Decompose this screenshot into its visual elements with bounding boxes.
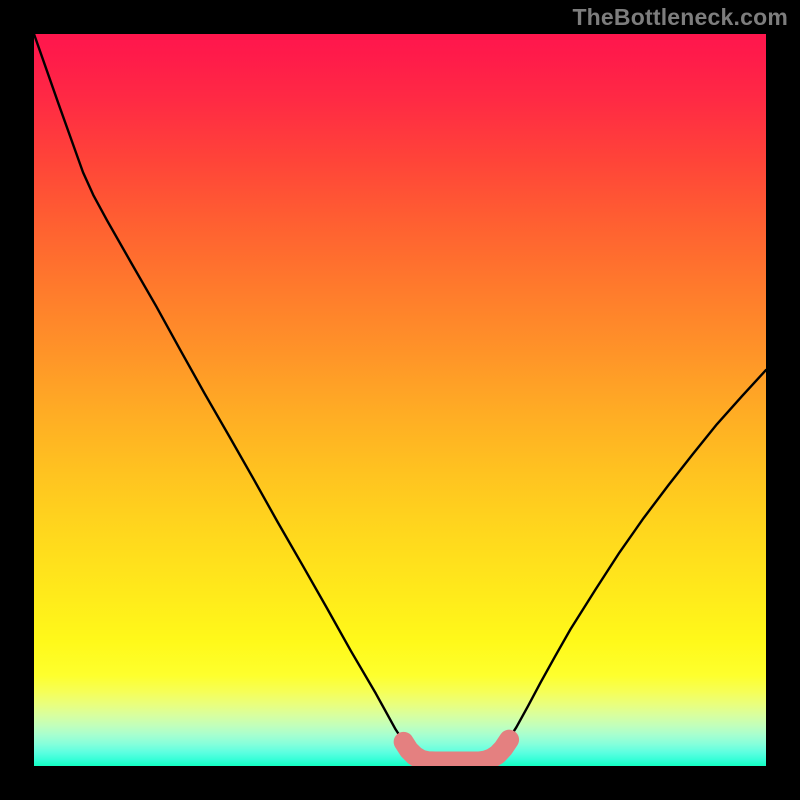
plot-area: [34, 34, 766, 766]
valley-highlight: [404, 740, 509, 762]
chart-frame: TheBottleneck.com: [0, 0, 800, 800]
bottleneck-curve: [34, 34, 766, 765]
watermark-text: TheBottleneck.com: [572, 4, 788, 31]
curve-layer: [34, 34, 766, 766]
